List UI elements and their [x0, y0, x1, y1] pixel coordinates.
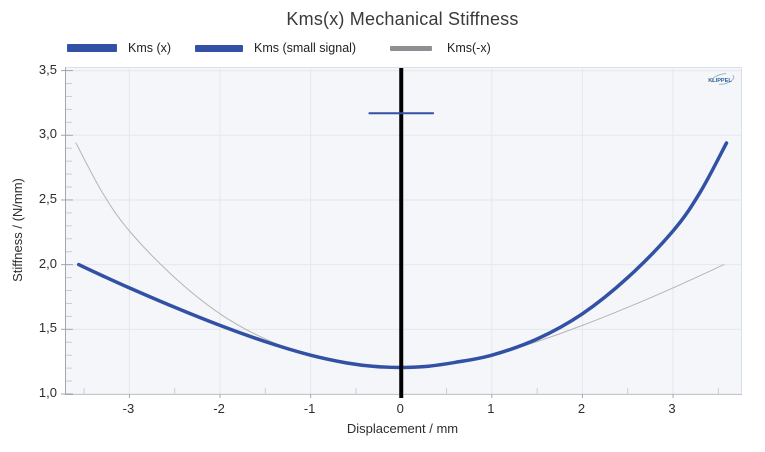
legend-label: Kms (x)	[128, 41, 172, 55]
legend-item-kms-small-signal: Kms (small signal)	[195, 39, 356, 57]
x-tick-label: 2	[577, 401, 586, 416]
legend-swatch-kms-small-signal	[195, 44, 243, 52]
legend-label: Kms (small signal)	[254, 41, 357, 55]
legend: Kms (x) Kms (small signal) Kms(-x)	[0, 39, 765, 57]
y-tick-label: 2,0	[38, 255, 57, 271]
y-tick-label: 1,0	[38, 385, 57, 400]
y-tick-label: 1,5	[38, 320, 57, 336]
x-tick-label: -2	[213, 401, 225, 416]
x-tick-label: -3	[122, 401, 135, 416]
x-axis-title: Displacement / mm	[346, 421, 459, 436]
klippel-logo-text: KLIPPEL	[708, 78, 732, 84]
chart-title: Kms(x) Mechanical Stiffness	[286, 9, 519, 29]
x-tick-label: 1	[487, 401, 495, 416]
y-tick-label: 2,5	[38, 190, 57, 206]
y-tick-label: 3,5	[38, 61, 57, 77]
klippel-logo-mark: KLIPPEL	[708, 73, 735, 85]
klippel-logo: KLIPPEL	[704, 72, 738, 88]
x-tick-label: 0	[396, 401, 404, 416]
legend-swatch-kms-neg-x	[390, 45, 432, 51]
legend-label: Kms(-x)	[447, 41, 491, 55]
legend-item-kms-neg-x: Kms(-x)	[390, 39, 491, 57]
x-tick-label: -1	[303, 401, 316, 416]
plot-area: KLIPPEL	[61, 67, 742, 398]
y-axis-title: Stiffness / (N/mm)	[10, 178, 25, 282]
plot-background	[66, 68, 741, 394]
x-tick-label: 3	[668, 401, 676, 416]
legend-swatch-kms-x	[67, 44, 117, 52]
legend-item-kms-x: Kms (x)	[67, 39, 171, 57]
y-tick-label: 3,0	[38, 126, 57, 142]
plot-canvas	[61, 68, 741, 398]
